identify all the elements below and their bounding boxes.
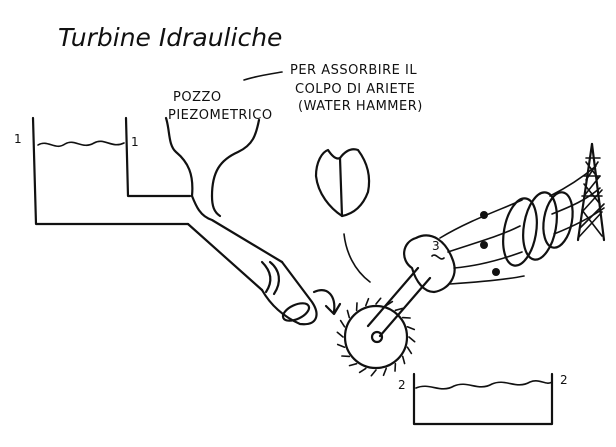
lower-level-right-label: 2	[560, 373, 568, 387]
wheel-bucket	[358, 367, 367, 374]
wheel-bucket	[382, 367, 387, 377]
note-line2: COLPO DI ARIETE	[295, 82, 415, 97]
leader-line	[243, 71, 283, 81]
wheel-bucket	[348, 362, 358, 367]
upper-reservoir: 1 1	[14, 116, 192, 226]
wheel-bucket	[339, 319, 346, 328]
wheel-bucket	[408, 336, 416, 343]
wheel-bucket	[406, 346, 413, 355]
wheel-bucket	[375, 297, 382, 305]
water-hammer-note: PER ASSORBIRE IL COLPO DI ARIETE (WATER …	[290, 63, 423, 114]
wheel-buckets	[336, 297, 416, 377]
line-node	[492, 268, 500, 276]
wheel-bucket	[336, 343, 346, 348]
penstock	[186, 194, 318, 326]
pelton-bucket	[314, 148, 371, 283]
pozzo-label-line2: PIEZOMETRICO	[168, 108, 273, 123]
jet-arrow	[312, 289, 342, 316]
wheel-bucket	[370, 369, 377, 377]
lower-reservoir: 2 2	[398, 372, 568, 426]
generator-number: 3	[432, 239, 440, 253]
upper-level-right-label: 1	[131, 135, 139, 149]
wheel-bucket	[406, 326, 416, 331]
line-node	[480, 241, 488, 249]
wheel-bucket	[401, 355, 406, 365]
upper-level-left-label: 1	[14, 132, 22, 146]
transmission-tower	[576, 142, 606, 242]
pelton-wheel	[336, 297, 416, 377]
generator: 3	[403, 234, 456, 294]
wheel-bucket	[346, 309, 351, 319]
title: Turbine Idrauliche	[58, 23, 282, 52]
line-node	[480, 211, 488, 219]
note-line1: PER ASSORBIRE IL	[290, 63, 417, 78]
wheel-bucket	[365, 297, 370, 307]
pozzo-label-line1: POZZO	[173, 90, 222, 105]
note-line3: (WATER HAMMER)	[298, 99, 423, 114]
lower-level-left-label: 2	[398, 378, 406, 392]
wheel-bucket	[336, 331, 344, 338]
surge-tank: POZZO PIEZOMETRICO	[164, 71, 283, 198]
wheel-bucket	[394, 307, 404, 312]
transformer-coils	[502, 191, 574, 267]
